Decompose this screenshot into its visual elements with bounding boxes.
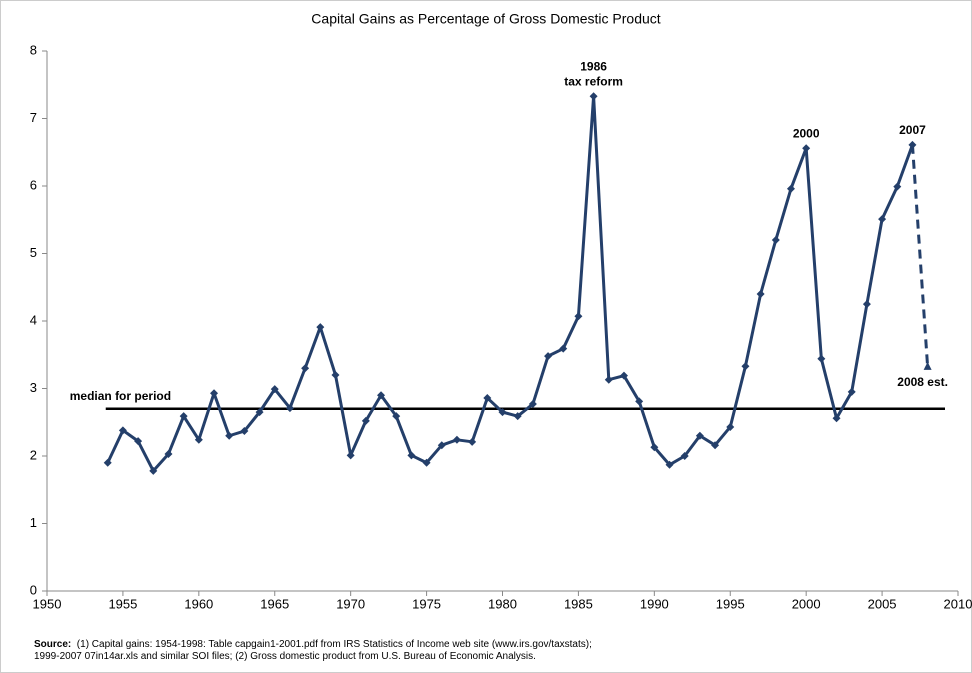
data-point [528, 400, 537, 409]
data-point [377, 391, 386, 400]
data-point [437, 441, 446, 450]
data-point [604, 375, 613, 384]
x-tick-label: 1980 [488, 596, 517, 611]
data-point [802, 144, 811, 153]
source-line: (1) Capital gains: 1954-1998: Table capg… [76, 639, 592, 650]
data-point [544, 352, 553, 361]
data-point [695, 431, 704, 440]
data-point [832, 414, 841, 423]
data-point [240, 427, 249, 436]
source-label: Source: [34, 639, 72, 650]
data-point [285, 404, 294, 413]
data-point [726, 422, 735, 431]
annotation: 1986 [580, 59, 607, 73]
y-tick-label: 3 [30, 380, 37, 395]
data-point [452, 435, 461, 444]
chart-title: Capital Gains as Percentage of Gross Dom… [311, 11, 660, 27]
data-point [786, 184, 795, 193]
median-label: median for period [70, 389, 171, 403]
data-point [361, 416, 370, 425]
data-point [194, 435, 203, 444]
data-point [255, 408, 264, 417]
source-note: Source: (1) Capital gains: 1954-1998: Ta… [34, 639, 592, 663]
x-tick-label: 1990 [640, 596, 669, 611]
data-point [711, 441, 720, 450]
data-point [756, 290, 765, 298]
data-point [847, 387, 856, 396]
x-tick-label: 1955 [108, 596, 137, 611]
data-point [559, 344, 568, 353]
x-tick-label: 1975 [412, 596, 441, 611]
data-point [210, 389, 219, 398]
data-point [225, 431, 234, 440]
x-tick-label: 1970 [336, 596, 365, 611]
data-point [149, 466, 158, 475]
x-tick-label: 1965 [260, 596, 289, 611]
data-point [392, 412, 401, 421]
data-point [179, 412, 188, 421]
estimate-point [923, 361, 932, 370]
data-point [118, 426, 127, 435]
data-point [513, 412, 522, 421]
data-point [134, 437, 143, 446]
y-tick-label: 6 [30, 177, 37, 192]
x-tick-label: 1950 [33, 596, 62, 611]
data-point [878, 215, 887, 224]
data-point [741, 362, 750, 371]
y-tick-label: 0 [30, 582, 37, 597]
data-point [680, 452, 689, 460]
annotation: 2000 [793, 126, 820, 140]
data-point [817, 354, 826, 363]
data-point [468, 437, 477, 446]
data-point [862, 300, 871, 309]
y-tick-label: 5 [30, 245, 37, 260]
y-tick-label: 7 [30, 110, 37, 125]
source-line: 1999-2007 07in14ar.xls and similar SOI f… [34, 651, 536, 662]
data-point [316, 323, 325, 332]
y-tick-label: 8 [30, 42, 37, 57]
data-point [164, 449, 173, 458]
data-point [346, 451, 355, 460]
data-point [589, 92, 598, 101]
data-point [665, 460, 674, 469]
y-tick-label: 2 [30, 447, 37, 462]
y-tick-label: 1 [30, 515, 37, 530]
estimate-line [910, 144, 930, 368]
data-point [422, 458, 431, 467]
data-point [498, 408, 507, 417]
x-tick-label: 2005 [868, 596, 897, 611]
data-point [635, 397, 644, 406]
x-tick-label: 1995 [716, 596, 745, 611]
y-tick-label: 4 [30, 312, 37, 327]
data-point [771, 236, 780, 244]
data-point [893, 182, 902, 191]
data-point [331, 371, 340, 379]
data-point [103, 458, 112, 467]
data-point [619, 371, 628, 380]
annotation: 2007 [899, 123, 926, 137]
data-point [407, 451, 416, 460]
x-tick-label: 1960 [184, 596, 213, 611]
annotation: tax reform [564, 74, 623, 88]
x-tick-label: 2000 [792, 596, 821, 611]
data-point [650, 443, 659, 452]
data-point [270, 385, 279, 394]
x-tick-label: 1985 [564, 596, 593, 611]
series-line [106, 94, 914, 473]
data-point [301, 364, 310, 373]
x-tick-label: 2010 [944, 596, 972, 611]
data-point [574, 312, 583, 321]
estimate-label: 2008 est. [897, 375, 948, 389]
data-point [483, 393, 492, 402]
